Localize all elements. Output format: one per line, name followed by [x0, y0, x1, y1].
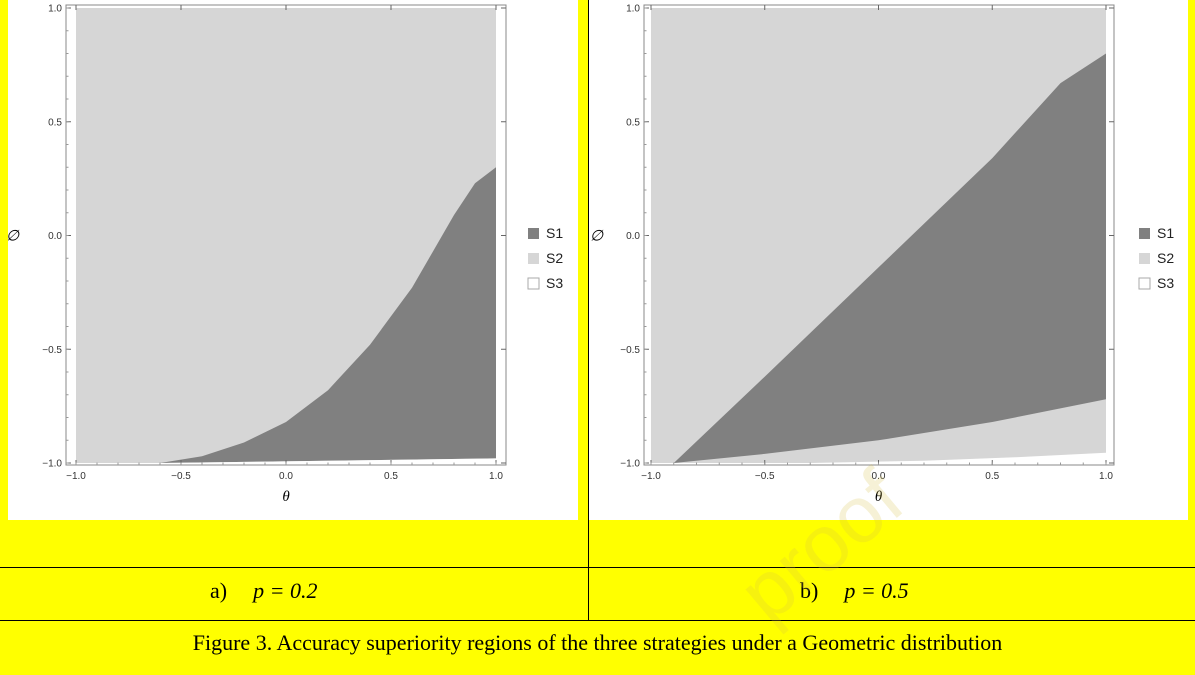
chart-a-region-s1: [160, 167, 496, 464]
chart-a-xtick-label: 0.5: [384, 471, 398, 482]
chart-b-legend-swatch-s2: [1139, 253, 1150, 264]
chart-a-legend-swatch-s1: [528, 228, 539, 239]
panel-b-label: b) p = 0.5: [800, 578, 909, 604]
highlight-band-left: [0, 0, 8, 675]
panel-a-label-prefix: a): [210, 578, 228, 603]
chart-b-legend-swatch-s3: [1138, 277, 1151, 290]
chart-b-ytick-label: 1.0: [626, 4, 640, 15]
chart-panel-b: −1.0 −0.5 0.0 0.5 1.0 1.0 0.5 0.0 −0.5 −1.0 θ ∅ S1 S2…: [589, 0, 1188, 520]
chart-b-ytick-label: 0.0: [626, 231, 640, 242]
chart-a-ytick-label: 0.5: [48, 117, 62, 128]
highlight-band-mid-left: [578, 0, 589, 520]
chart-a-legend-label-s2: S2: [546, 250, 563, 266]
table-divider-vertical: [588, 0, 589, 620]
chart-a-xtick-label: 0.0: [279, 471, 293, 482]
chart-b-ytick-label: −0.5: [620, 345, 640, 356]
panel-b-label-math: p = 0.5: [844, 578, 909, 603]
table-divider-row2: [0, 620, 1195, 621]
chart-b-legend-swatch-s1: [1139, 228, 1150, 239]
chart-b-xtick-label: 0.5: [985, 471, 999, 482]
panel-b-label-prefix: b): [800, 578, 819, 603]
chart-b-xaxis-label: θ: [875, 489, 883, 505]
chart-a-legend-label-s3: S3: [546, 275, 563, 291]
chart-a-xtick-label: −0.5: [171, 471, 191, 482]
chart-b-ytick-label: −1.0: [620, 459, 640, 470]
chart-b-xtick-label: −1.0: [641, 471, 661, 482]
chart-b-region-s1: [673, 53, 1106, 463]
chart-b-ytick-label: 0.5: [626, 117, 640, 128]
chart-b-xtick-label: 0.0: [872, 471, 886, 482]
chart-a-legend-swatch-s3: [527, 277, 540, 290]
chart-a-ytick-label: −0.5: [42, 345, 62, 356]
panel-a-label: a) p = 0.2: [210, 578, 317, 604]
chart-b-legend-label-s3: S3: [1157, 275, 1174, 291]
chart-a-legend-swatch-s2: [528, 253, 539, 264]
chart-b-svg: −1.0 −0.5 0.0 0.5 1.0 1.0 0.5 0.0 −0.5 −1.0 θ ∅ S1 S2…: [590, 4, 1174, 506]
chart-a-legend-label-s1: S1: [546, 225, 563, 241]
chart-b-xtick-label: −0.5: [755, 471, 775, 482]
chart-a-ytick-label: −1.0: [42, 459, 62, 470]
chart-b-yaxis-label: ∅: [590, 229, 604, 245]
chart-a-ytick-label: 1.0: [48, 4, 62, 15]
highlight-band-row: [0, 520, 1195, 675]
chart-a-xtick-label: −1.0: [66, 471, 86, 482]
chart-b-legend-label-s2: S2: [1157, 250, 1174, 266]
chart-a-ytick-label: 0.0: [48, 231, 62, 242]
chart-a-yaxis-label: ∅: [8, 229, 20, 245]
chart-a-svg: −1.0 −0.5 0.0 0.5 1.0 1.0 0.5 0.0 −0.5 −1.0 θ ∅ S1 S2…: [8, 4, 563, 506]
panel-a-label-math: p = 0.2: [253, 578, 318, 603]
table-divider-row1: [0, 567, 1195, 568]
chart-b-xtick-label: 1.0: [1099, 471, 1113, 482]
chart-a-xaxis-label: θ: [282, 489, 290, 505]
chart-panel-a: −1.0 −0.5 0.0 0.5 1.0 1.0 0.5 0.0 −0.5 −1.0 θ ∅ S1 S2…: [8, 0, 578, 520]
highlight-band-right-edge: [1188, 0, 1195, 675]
chart-a-xtick-label: 1.0: [489, 471, 503, 482]
chart-a-region-s3: [160, 458, 496, 463]
chart-b-region-s3: [810, 452, 1106, 463]
figure-caption: Figure 3. Accuracy superiority regions o…: [192, 630, 1003, 655]
chart-b-legend-label-s1: S1: [1157, 225, 1174, 241]
